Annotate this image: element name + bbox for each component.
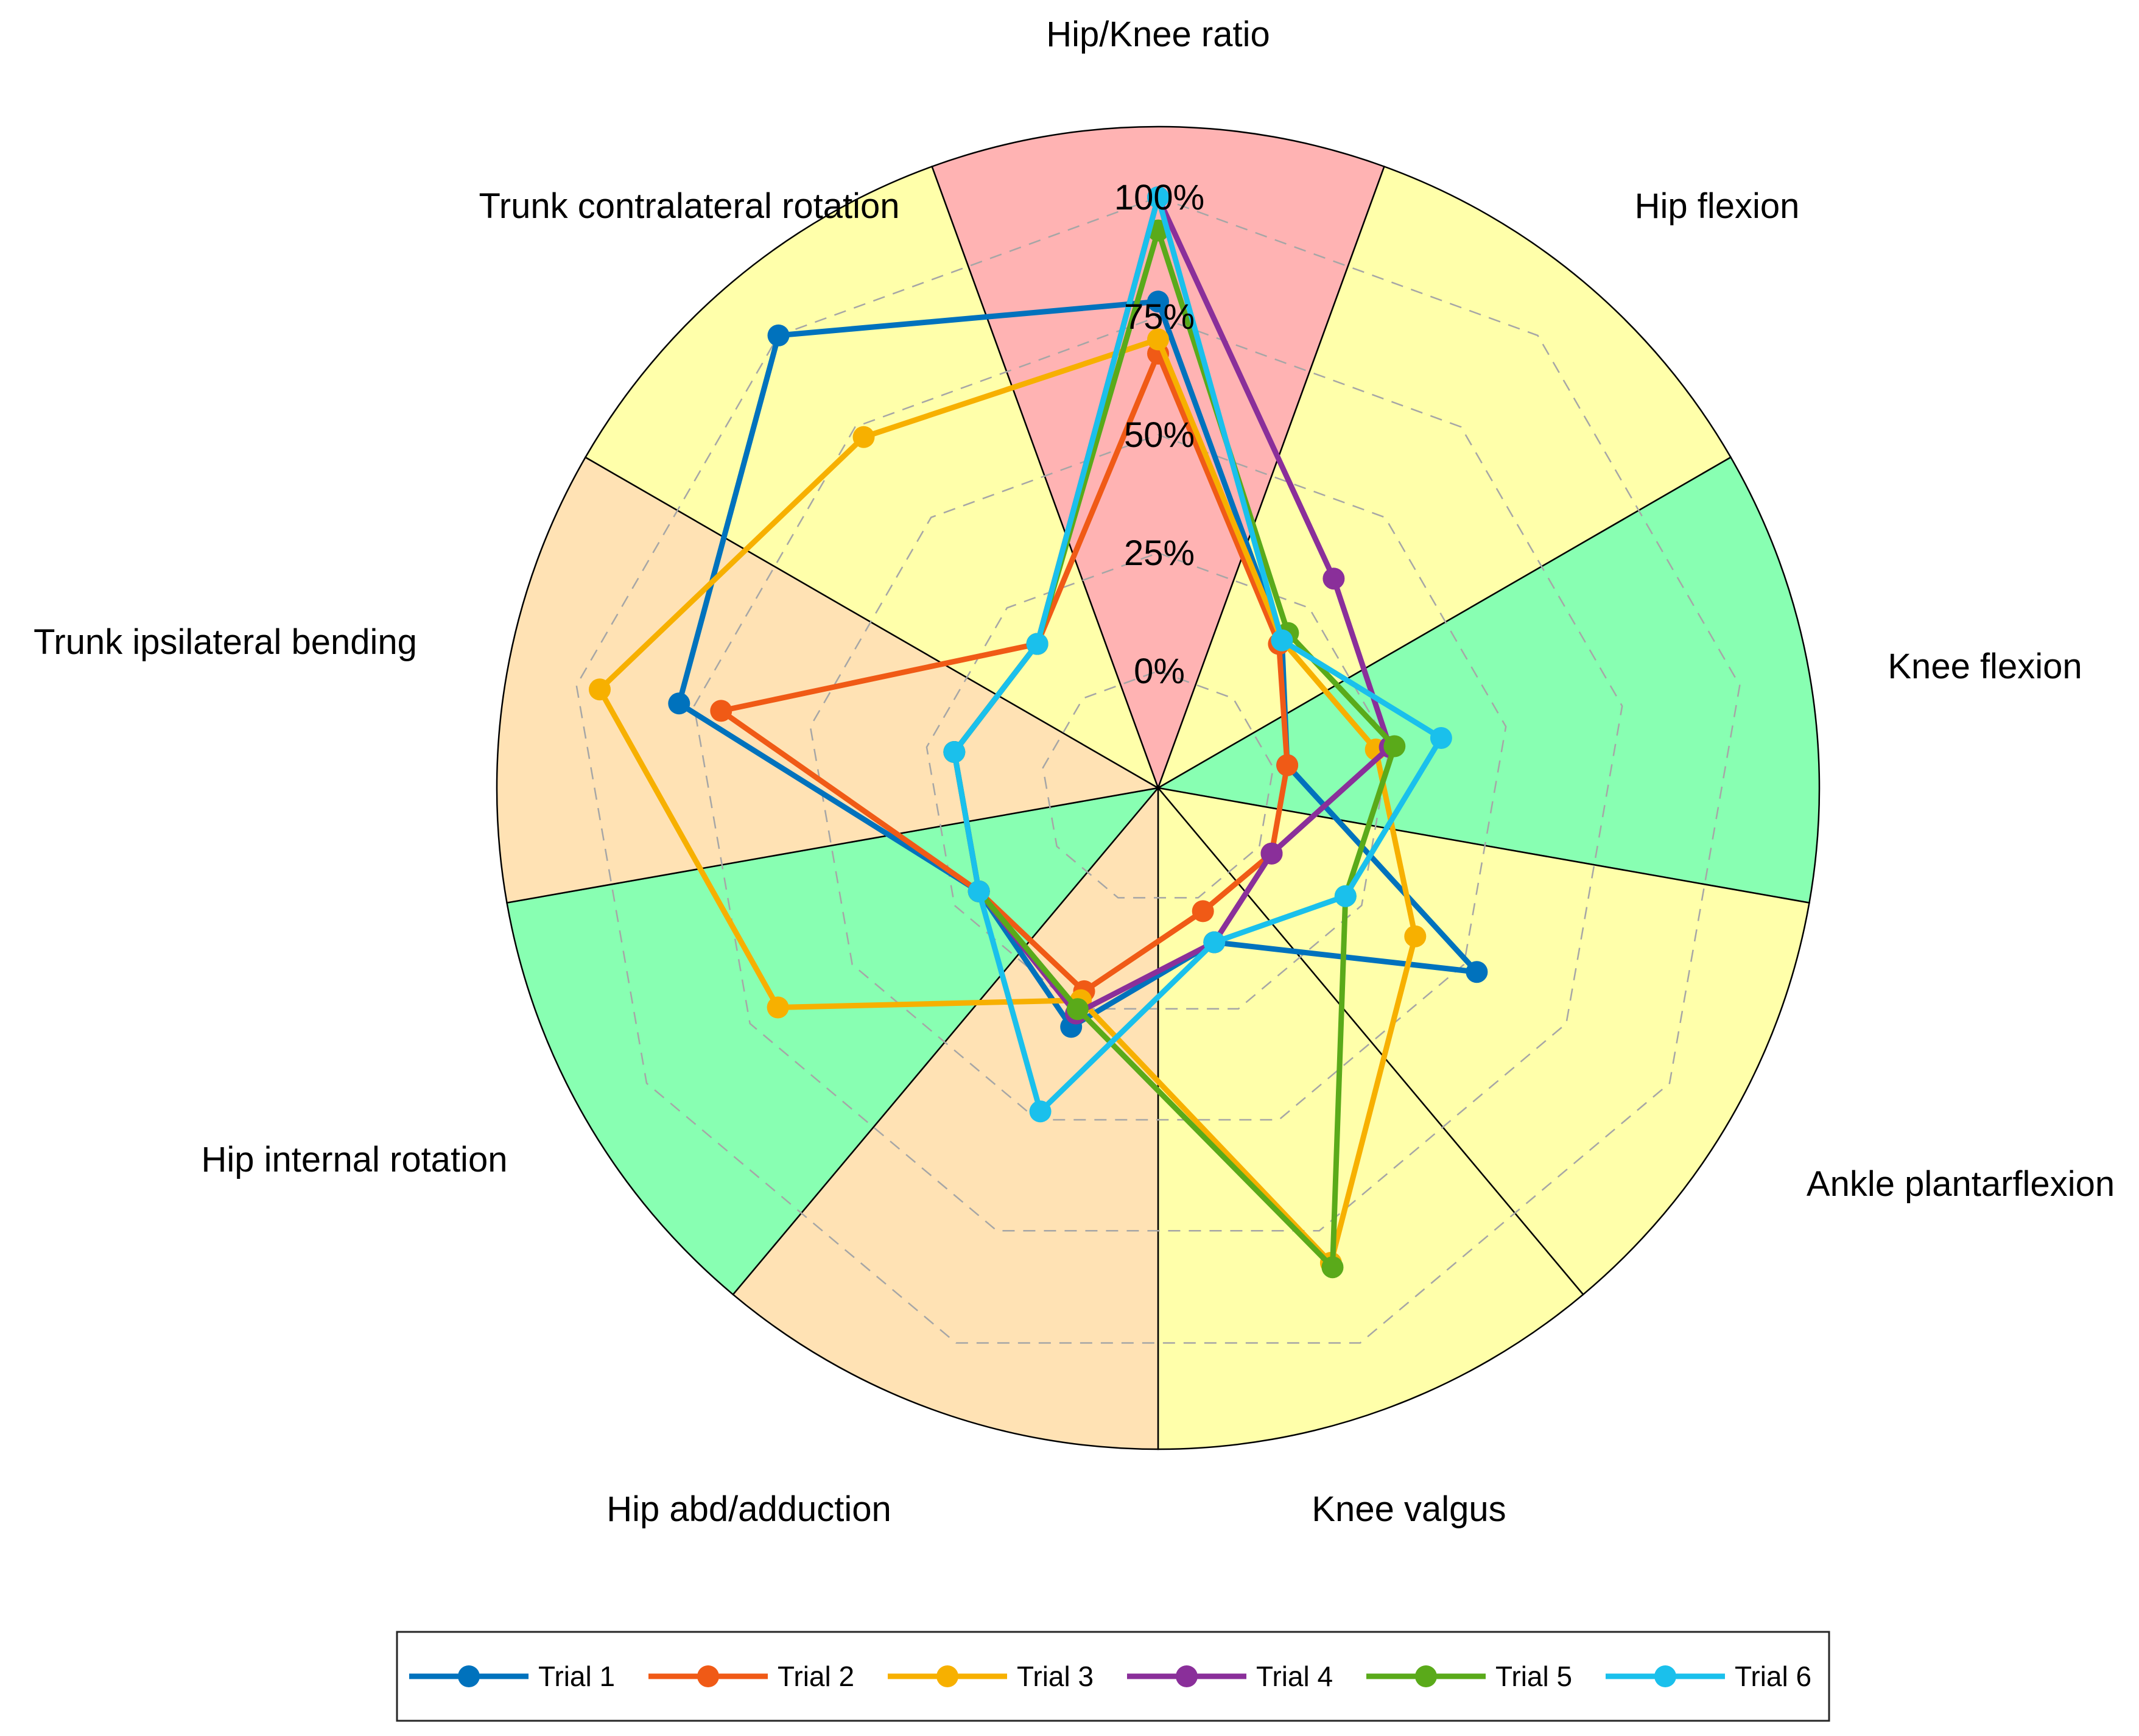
point-trial-3-trunk-contralateral-rotation [852, 426, 875, 448]
point-trial-1-trunk-ipsilateral-bending [668, 692, 690, 715]
legend-item-trial-5: Trial 5 [1366, 1660, 1572, 1692]
point-trial-1-hip-knee-ratio [1147, 290, 1169, 313]
series-line-trial-2 [718, 351, 1290, 994]
axis-label-hip-flexion: Hip flexion [1635, 186, 1800, 226]
series-line-trial-3 [597, 336, 1418, 1266]
point-trial-2-trunk-ipsilateral-bending [710, 700, 732, 722]
sector-trunk-ipsilateral-bending [496, 456, 1161, 904]
legend-swatch-marker [1176, 1665, 1198, 1687]
axis-label-ankle-plantarflexion: Ankle plantarflexion [1807, 1164, 2115, 1204]
sector-hip-flexion [1156, 165, 1732, 790]
radial-tick-0: 0% [1134, 652, 1185, 691]
radial-tick-25: 25% [1124, 533, 1195, 573]
point-trial-2-knee-valgus [1192, 900, 1214, 922]
point-trial-5-hip-abd-adduction [1066, 998, 1089, 1021]
legend-swatch-marker [1654, 1665, 1676, 1687]
point-trial-3-hip-internal-rotation [767, 996, 789, 1019]
legend-label: Trial 5 [1495, 1660, 1572, 1692]
point-trial-6-knee-flexion [1430, 727, 1452, 749]
legend-label: Trial 6 [1735, 1660, 1811, 1692]
legend-swatch-marker [458, 1665, 480, 1687]
point-trial-3-hip-knee-ratio [1147, 328, 1169, 351]
legend-item-trial-3: Trial 3 [888, 1660, 1094, 1692]
point-trial-4-hip-flexion [1322, 568, 1345, 590]
point-trial-4-ankle-plantarflexion [1260, 842, 1283, 865]
grid-ring-100 [575, 196, 1741, 1344]
axis-label-hip-internal-rotation: Hip internal rotation [202, 1140, 508, 1179]
legend-label: Trial 2 [778, 1660, 854, 1692]
axis-label-knee-valgus: Knee valgus [1312, 1489, 1506, 1529]
point-trial-5-knee-valgus [1321, 1256, 1344, 1279]
point-trial-6-hip-knee-ratio [1147, 186, 1169, 208]
grid-ring-75 [693, 315, 1623, 1232]
legend-swatch-marker [936, 1665, 958, 1687]
legend-box [396, 1631, 1830, 1722]
legend-item-trial-1: Trial 1 [409, 1660, 615, 1692]
point-trial-6-hip-abd-adduction [1029, 1100, 1052, 1123]
sector-hip-abd-adduction [732, 785, 1159, 1450]
radial-tick-75: 75% [1124, 297, 1195, 337]
point-trial-2-knee-flexion [1276, 754, 1299, 776]
grid-ring-0 [1042, 670, 1274, 899]
point-trial-6-knee-valgus [1203, 931, 1226, 954]
point-trial-1-ankle-plantarflexion [1466, 961, 1488, 983]
legend: Trial 1 Trial 2 Trial 3 Trial 4 Trial 5 Trial… [396, 1631, 1830, 1722]
point-trial-6-hip-flexion [1271, 629, 1293, 652]
legend-label: Trial 4 [1256, 1660, 1333, 1692]
grid-ring-50 [809, 434, 1507, 1121]
legend-item-trial-4: Trial 4 [1127, 1660, 1333, 1692]
legend-swatch-marker [1415, 1665, 1437, 1687]
sector-ankle-plantarflexion [1156, 787, 1810, 1296]
point-trial-6-trunk-contralateral-rotation [1026, 633, 1048, 655]
axis-label-knee-flexion: Knee flexion [1888, 647, 2082, 686]
series-trial-6 [943, 186, 1452, 1123]
legend-label: Trial 3 [1017, 1660, 1094, 1692]
radar-sectors [496, 125, 1821, 1450]
point-trial-6-hip-internal-rotation [968, 880, 990, 902]
grid-ring-25 [925, 552, 1391, 1010]
legend-swatch-marker [697, 1665, 719, 1687]
sector-hip-knee-ratio [930, 125, 1386, 790]
point-trial-3-trunk-ipsilateral-bending [589, 678, 611, 701]
axis-label-hip-abd-adduction: Hip abd/adduction [606, 1489, 891, 1529]
sector-knee-flexion [1156, 456, 1821, 904]
radar-series [589, 186, 1488, 1279]
point-trial-1-trunk-contralateral-rotation [767, 324, 790, 346]
radial-tick-50: 50% [1124, 415, 1195, 455]
sector-trunk-contralateral-rotation [584, 165, 1160, 790]
point-trial-3-ankle-plantarflexion [1404, 925, 1427, 947]
radial-tick-labels: 0% 25% 50% 75% 100% [1114, 178, 1204, 691]
radial-tick-100: 100% [1114, 178, 1204, 217]
axis-labels: Hip/Knee ratio Hip flexion Knee flexion … [33, 15, 2115, 1529]
point-trial-6-trunk-ipsilateral-bending [943, 741, 966, 763]
axis-label-hip-knee-ratio: Hip/Knee ratio [1046, 15, 1270, 54]
legend-item-trial-6: Trial 6 [1606, 1660, 1811, 1692]
legend-label: Trial 1 [538, 1660, 615, 1692]
radar-grid-rings [575, 196, 1741, 1344]
axis-label-trunk-contralateral-rotation: Trunk contralateral rotation [479, 186, 900, 226]
legend-item-trial-2: Trial 2 [648, 1660, 854, 1692]
point-trial-5-knee-flexion [1383, 735, 1406, 757]
axis-label-trunk-ipsilateral-bending: Trunk ipsilateral bending [33, 622, 417, 662]
point-trial-6-ankle-plantarflexion [1334, 885, 1357, 907]
series-line-trial-6 [951, 194, 1444, 1114]
